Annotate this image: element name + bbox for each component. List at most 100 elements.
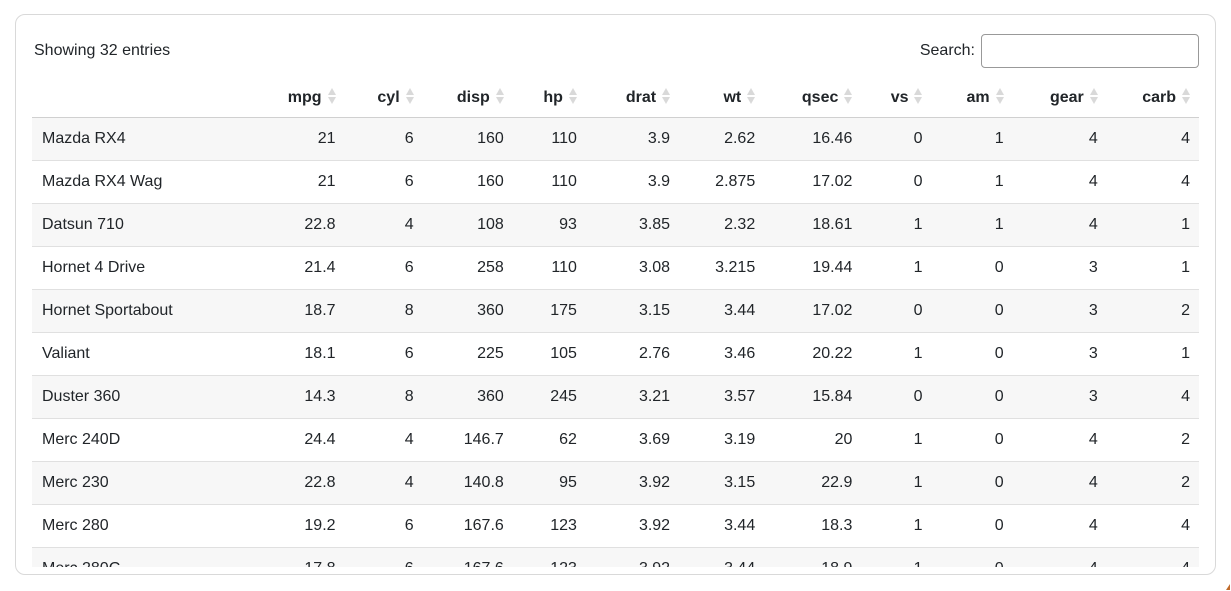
data-cell: 21.4 — [304, 259, 336, 276]
column-header-gear[interactable]: gear — [1013, 79, 1108, 118]
data-cell: 4 — [1181, 173, 1190, 190]
data-cell: 0 — [932, 548, 1013, 567]
data-cell: 2.62 — [724, 130, 756, 147]
data-cell: 3.92 — [638, 474, 671, 491]
data-cell: 1 — [1181, 259, 1190, 276]
data-cell: 0 — [913, 302, 923, 319]
data-cell: 4 — [1014, 548, 1108, 567]
data-cell: 4 — [1088, 431, 1098, 448]
column-header-label: wt — [723, 89, 742, 106]
column-header-label: mpg — [287, 89, 322, 106]
data-cell: 258 — [477, 259, 504, 276]
data-cell: 167.6 — [463, 517, 504, 534]
data-cell: 20 — [834, 431, 853, 448]
data-cell: 2 — [1181, 302, 1190, 319]
table-header-row: mpg cyl disp hp drat wt qsec vs am gear carb — [32, 79, 1199, 118]
data-cell: 0 — [994, 517, 1004, 534]
data-cell: 108 — [477, 216, 504, 233]
row-name-cell: Mazda RX4 Wag — [42, 173, 163, 190]
data-cell: 95 — [559, 474, 577, 491]
data-cell: 3.08 — [638, 259, 671, 276]
data-cell: 19.44 — [812, 259, 853, 276]
column-header-label: hp — [543, 89, 563, 106]
data-cell: 4 — [1088, 216, 1098, 233]
data-cell: 1 — [913, 216, 923, 233]
data-cell: 4 — [1088, 474, 1098, 491]
data-cell: 4 — [404, 216, 414, 233]
data-cell: 6 — [404, 259, 414, 276]
data-cell: 18.7 — [304, 302, 336, 319]
column-header-am[interactable]: am — [932, 79, 1014, 118]
data-cell: 21 — [317, 173, 336, 190]
data-cell: 1 — [1181, 216, 1190, 233]
column-header-carb[interactable]: carb — [1107, 79, 1199, 118]
row-name-cell: Merc 280 — [42, 517, 109, 534]
row-name-cell: Valiant — [42, 345, 90, 362]
data-cell: 2.76 — [638, 345, 671, 362]
row-name-cell: Hornet Sportabout — [42, 302, 173, 319]
data-cell: 110 — [551, 173, 577, 190]
row-name-cell: Hornet 4 Drive — [42, 259, 146, 276]
data-cell: 4 — [1181, 517, 1190, 534]
data-cell: 225 — [477, 345, 504, 362]
data-cell: 21 — [317, 130, 336, 147]
data-cell: 0 — [913, 388, 923, 405]
data-cell: 4 — [404, 431, 414, 448]
column-header-disp[interactable]: disp — [423, 79, 514, 118]
column-header-cyl[interactable]: cyl — [345, 79, 424, 118]
data-cell: 1 — [913, 259, 923, 276]
row-name-cell: Merc 240D — [42, 431, 121, 448]
data-cell: 3.21 — [638, 388, 671, 405]
entries-count-label: Showing 32 entries — [34, 42, 171, 59]
data-cell: 24.4 — [304, 431, 336, 448]
table-scroll-area[interactable]: mpg cyl disp hp drat wt qsec vs am gear carb Mazda… — [32, 79, 1199, 567]
row-name-cell: Mazda RX4 — [42, 130, 126, 147]
column-header-wt[interactable]: wt — [680, 79, 766, 118]
table-row: Merc 240D 24.4 4 146.7 62 3.69 3.19 20 1 0 4 2 — [32, 418, 1199, 462]
data-cell: 1 — [913, 474, 923, 491]
data-cell: 3.69 — [638, 431, 671, 448]
data-cell: 20.22 — [812, 345, 853, 362]
data-cell: 8 — [404, 302, 414, 319]
column-header-label: disp — [456, 89, 490, 106]
data-cell: 0 — [994, 431, 1004, 448]
data-cell: 3.44 — [724, 302, 756, 319]
data-cell: 18.3 — [821, 517, 853, 534]
column-header-vs[interactable]: vs — [862, 79, 933, 118]
column-header-rowname[interactable] — [32, 79, 273, 118]
data-cell: 6 — [404, 173, 414, 190]
data-cell: 3.44 — [724, 517, 756, 534]
data-cell: 3.9 — [647, 130, 671, 147]
column-header-drat[interactable]: drat — [586, 79, 681, 118]
data-cell: 14.3 — [304, 388, 336, 405]
data-cell: 175 — [550, 302, 577, 319]
data-cell: 19.2 — [304, 517, 336, 534]
column-header-hp[interactable]: hp — [513, 79, 587, 118]
column-header-qsec[interactable]: qsec — [765, 79, 863, 118]
data-cell: 4 — [404, 474, 414, 491]
data-cell: 17.02 — [812, 173, 853, 190]
data-cell: 110 — [551, 259, 577, 276]
data-cell: 15.84 — [812, 388, 853, 405]
data-cell: 16.46 — [812, 130, 853, 147]
column-header-label: am — [966, 89, 990, 106]
data-cell: 22.8 — [304, 474, 336, 491]
data-cell: 0 — [994, 474, 1004, 491]
data-cell: 4 — [1088, 517, 1098, 534]
column-header-label: drat — [625, 89, 657, 106]
sort-icon — [327, 88, 336, 105]
table-row: Merc 230 22.8 4 140.8 95 3.92 3.15 22.9 1 0 4 2 — [32, 461, 1199, 505]
column-header-mpg[interactable]: mpg — [272, 79, 346, 118]
data-cell: 3 — [1088, 302, 1098, 319]
sort-icon — [747, 88, 756, 105]
data-cell: 17.8 — [272, 548, 345, 567]
data-cell: 18.9 — [765, 548, 862, 567]
data-cell: 3 — [1088, 345, 1098, 362]
data-cell: 123 — [550, 517, 577, 534]
data-cell: 3 — [1088, 388, 1098, 405]
search-input[interactable] — [981, 34, 1199, 68]
row-name-cell: Duster 360 — [42, 388, 121, 405]
data-cell: 2.875 — [715, 173, 756, 190]
search-control: Search: — [920, 34, 1199, 68]
